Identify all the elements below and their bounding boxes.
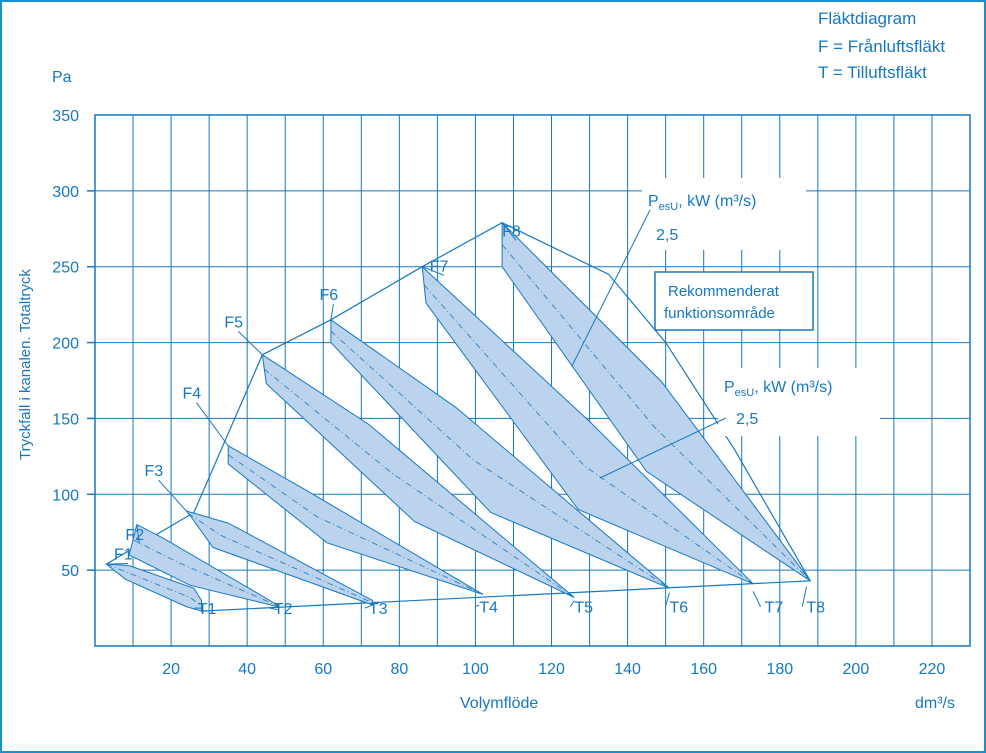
label-f7: F7 (430, 258, 449, 275)
label-t6: T6 (669, 600, 688, 617)
recommended-envelope-outline (106, 222, 812, 612)
legend-f: F = Frånluftsfläkt (818, 37, 945, 56)
y-tick-label: 250 (52, 260, 79, 277)
power-b-label: PesU, kW (m³/s) (724, 379, 832, 399)
recommended-line2: funktionsområde (664, 305, 775, 322)
axes: 20 40 60 80 100 120 140 160 180 200 220 50 100 150 200… (52, 108, 945, 678)
fan-labels: F1 T1 F2 T2 F3 T3 F4 T4 F5 T5 F6 T6 F7 T7 F8 T8 (106, 222, 825, 618)
y-unit: Pa (52, 69, 72, 86)
label-t5: T5 (574, 600, 593, 617)
label-t3: T3 (369, 601, 388, 618)
chart-title: Fläktdiagram (818, 9, 916, 28)
fan-centerline-f5 (264, 368, 575, 598)
fan-centerline-f8 (501, 244, 811, 582)
leader-t7 (752, 591, 762, 607)
fan-centerline-f4 (227, 454, 484, 595)
label-f8: F8 (502, 223, 521, 240)
power-a-value: 2,5 (656, 227, 678, 244)
leader-t5 (569, 600, 575, 607)
x-tick-label: 120 (538, 661, 565, 678)
leader-t2 (269, 607, 278, 611)
y-tick-label: 50 (61, 563, 79, 580)
x-tick-label: 100 (462, 661, 489, 678)
y-tick-label: 350 (52, 108, 79, 125)
leader-f5 (237, 331, 263, 356)
leader-power-a (571, 209, 651, 367)
leader-f3 (158, 479, 187, 512)
y-tick-label: 200 (52, 336, 79, 353)
leader-f6 (330, 304, 334, 320)
label-t1: T1 (198, 601, 217, 618)
x-tick-label: 180 (766, 661, 793, 678)
x-tick-label: 60 (314, 661, 332, 678)
leader-t8 (801, 586, 807, 607)
leader-power-b (599, 417, 727, 479)
leader-f1 (106, 563, 129, 565)
plot-border (94, 114, 971, 647)
fan-band-f4 (227, 444, 484, 595)
label-f4: F4 (183, 386, 202, 403)
fan-centerline-f7 (423, 284, 754, 585)
x-tick-label: 200 (843, 661, 870, 678)
x-tick-label: 220 (919, 661, 946, 678)
y-tick-label: 150 (52, 411, 79, 428)
power-box-b (718, 368, 880, 436)
legend-t: T = Tilluftsfläkt (818, 63, 927, 82)
recommended-envelope (106, 222, 812, 612)
fan-centerline-f3 (187, 512, 373, 604)
fan-band-f8 (501, 221, 811, 582)
fan-centerline-f2 (132, 539, 278, 607)
y-axis-label: Tryckfall i kanalen. Totaltryck (17, 269, 34, 460)
power-box-a (642, 178, 806, 250)
x-tick-label: 160 (690, 661, 717, 678)
label-f5: F5 (224, 314, 243, 331)
leader-f8 (501, 222, 517, 241)
label-f1: F1 (114, 547, 133, 564)
leader-f7 (421, 266, 444, 276)
y-tick-label: 300 (52, 184, 79, 201)
leader-f2 (136, 524, 140, 544)
x-tick-label: 40 (238, 661, 256, 678)
power-a-label: PesU, kW (m³/s) (648, 193, 756, 213)
x-axis-label: Volymflöde (460, 695, 538, 712)
leader-t4 (475, 604, 480, 608)
leader-f4 (196, 402, 229, 447)
fan-band-f6 (330, 318, 670, 589)
y-tick-label: 100 (52, 487, 79, 504)
x-unit: dm³/s (915, 695, 955, 712)
label-f3: F3 (144, 463, 163, 480)
x-tick-label: 80 (390, 661, 408, 678)
x-tick-label: 140 (614, 661, 641, 678)
label-f2: F2 (125, 527, 144, 544)
fan-centerline-f1 (106, 563, 202, 607)
recommended-line1: Rekommenderat (668, 283, 780, 300)
leader-t3 (364, 604, 373, 609)
fan-band-f7 (421, 265, 754, 585)
power-b-value: 2,5 (736, 411, 758, 428)
label-t2: T2 (274, 601, 293, 618)
x-tick-label: 20 (162, 661, 180, 678)
fan-band-f5 (261, 353, 575, 598)
leader-t6 (664, 592, 670, 607)
fan-band-f2 (128, 523, 279, 608)
label-t4: T4 (479, 600, 498, 617)
annotation-leaders (571, 209, 727, 479)
label-t7: T7 (765, 600, 784, 617)
label-f6: F6 (319, 287, 338, 304)
fan-bands (104, 221, 811, 612)
recommended-box (654, 271, 814, 331)
label-t8: T8 (806, 600, 825, 617)
